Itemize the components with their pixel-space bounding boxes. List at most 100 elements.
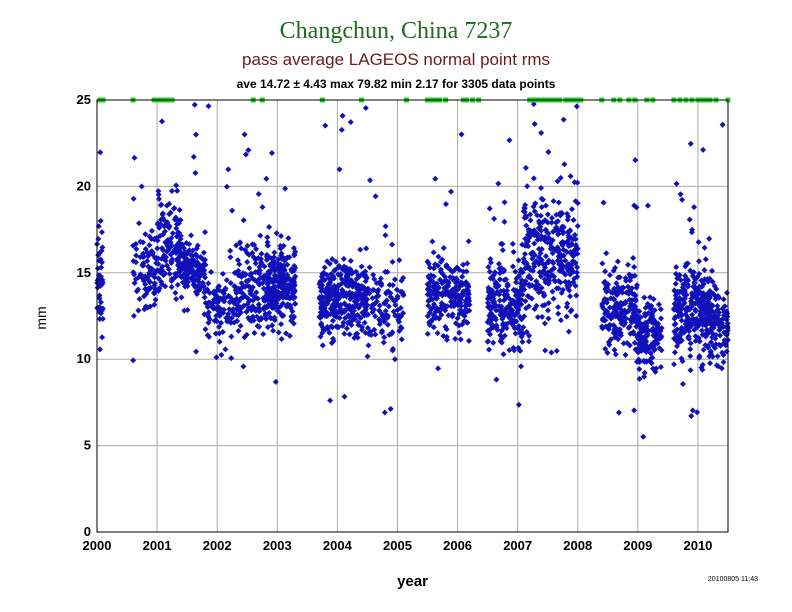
data-point (364, 285, 371, 292)
data-point (99, 305, 106, 312)
plot-frame (96, 99, 729, 533)
data-point (555, 310, 562, 317)
data-point (610, 267, 617, 274)
data-point (242, 151, 249, 158)
data-point (691, 326, 698, 333)
data-point (720, 296, 727, 303)
data-point (671, 335, 678, 342)
data-point (138, 183, 145, 190)
data-point (545, 149, 552, 156)
data-point (498, 240, 505, 247)
data-point (186, 247, 193, 254)
data-point (509, 240, 516, 247)
data-point (268, 150, 275, 157)
data-point (258, 256, 265, 263)
data-point (548, 349, 555, 356)
data-point (519, 291, 526, 298)
data-point (218, 351, 225, 358)
data-point (598, 323, 605, 330)
y-tick-label: 20 (77, 178, 91, 193)
data-point (318, 313, 325, 320)
data-point (529, 255, 536, 262)
data-point (180, 251, 187, 258)
data-point (563, 313, 570, 320)
data-point (228, 333, 235, 340)
data-point (540, 261, 547, 268)
data-point (615, 409, 622, 416)
data-point (630, 254, 637, 261)
data-point (200, 249, 207, 256)
data-point (435, 365, 442, 372)
data-point (490, 339, 497, 346)
data-point (425, 302, 432, 309)
data-point (237, 272, 244, 279)
data-point (602, 345, 609, 352)
data-point (369, 301, 376, 308)
data-point (238, 245, 245, 252)
data-point (432, 175, 439, 182)
data-point (165, 266, 172, 273)
data-point (506, 347, 513, 354)
data-point (492, 291, 499, 298)
data-point (448, 188, 455, 195)
data-point (714, 303, 721, 310)
data-point (602, 310, 609, 317)
data-point (531, 240, 538, 247)
data-point (234, 257, 241, 264)
data-point (178, 294, 185, 301)
data-point (519, 338, 526, 345)
data-point (194, 253, 201, 260)
data-point (574, 264, 581, 271)
data-point (673, 296, 680, 303)
data-point (555, 199, 562, 206)
chart-title: Changchun, China 7237 (279, 18, 513, 44)
data-point (255, 190, 262, 197)
data-point (615, 328, 622, 335)
data-point (276, 309, 283, 316)
data-point (557, 317, 564, 324)
data-point (488, 309, 495, 316)
data-point (502, 294, 509, 301)
data-point (705, 295, 712, 302)
data-point (702, 256, 709, 263)
data-point (396, 318, 403, 325)
data-point (201, 257, 208, 264)
data-point (376, 302, 383, 309)
data-point (181, 259, 188, 266)
data-point (173, 295, 180, 302)
data-point (456, 294, 463, 301)
data-point (326, 329, 333, 336)
data-point (696, 338, 703, 345)
data-point (227, 254, 234, 261)
data-point (381, 300, 388, 307)
data-point (247, 290, 254, 297)
data-point (425, 260, 432, 267)
data-point (176, 207, 183, 214)
data-point (530, 203, 537, 210)
data-point (160, 231, 167, 238)
data-point (233, 295, 240, 302)
data-point (682, 306, 689, 313)
data-point (142, 303, 149, 310)
data-point (98, 229, 105, 236)
data-point (682, 263, 689, 270)
data-point (530, 175, 537, 182)
data-point (340, 255, 347, 262)
data-point (516, 300, 523, 307)
data-point (573, 312, 580, 319)
data-point (282, 185, 289, 192)
data-point (484, 300, 491, 307)
data-point (436, 315, 443, 322)
data-point (346, 331, 353, 338)
data-point (234, 317, 241, 324)
data-point (445, 312, 452, 319)
data-point (548, 214, 555, 221)
data-point (678, 338, 685, 345)
y-tick-label: 25 (77, 92, 91, 107)
data-point (622, 275, 629, 282)
data-point (672, 313, 679, 320)
data-point (267, 314, 274, 321)
data-point (202, 326, 209, 333)
data-point (225, 166, 232, 173)
data-point (280, 242, 287, 249)
